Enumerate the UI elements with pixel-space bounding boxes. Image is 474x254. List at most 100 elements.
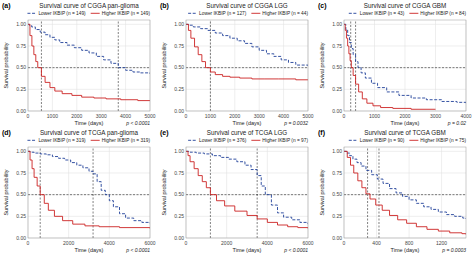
y-tick-label: 0.75: [174, 43, 184, 49]
grid-line: [234, 20, 235, 111]
grid-line: [28, 24, 150, 25]
panel: 0100020003000400050000.000.250.500.751.0…: [2, 2, 156, 126]
title: Survival curve of TCGA GBM: [364, 129, 445, 136]
legend-entry: Lower IKBIP (n = 319): [38, 138, 86, 143]
x-tick-label: 2000: [399, 113, 410, 119]
reference-line: [186, 67, 308, 68]
survival-curve: [344, 24, 436, 109]
legend-swatch: [91, 13, 100, 14]
grid-line: [28, 173, 150, 174]
y-tick-label: 0.25: [332, 213, 342, 219]
y-axis-label: Survival probability: [319, 42, 325, 88]
plot-background: [344, 20, 466, 111]
x-axis-label: Time (days): [391, 120, 420, 126]
reference-line: [344, 67, 466, 68]
reference-line: [28, 67, 150, 68]
legend-entry: Lower IKBIP (n = 90): [360, 138, 405, 143]
plot-frame: [186, 20, 308, 111]
p-value: p < 0.0001: [125, 247, 150, 253]
plot-frame: [28, 147, 150, 238]
title: Survival curve of TCGA LGG: [207, 129, 287, 136]
legend-entry: Higher IKBIP (n = 84): [420, 11, 466, 16]
panel: 02000400060000.000.250.500.751.00(d)Surv…: [2, 129, 156, 253]
plot-frame: [344, 147, 466, 238]
x-tick-label: 0: [343, 113, 346, 119]
legend-entry: Higher IKBIP (n = 319): [102, 138, 151, 143]
y-tick-label: 0.75: [332, 170, 342, 176]
survival-curve: [344, 24, 466, 103]
plot-background: [28, 20, 150, 111]
grid-line: [186, 173, 308, 174]
grid-line: [210, 20, 211, 111]
x-tick-label: 3000: [430, 113, 441, 119]
x-tick-label: 6000: [144, 240, 155, 246]
p-value: p = 0.0003: [441, 247, 466, 253]
y-axis-label: Survival probability: [161, 169, 167, 215]
x-tick-label: 0: [27, 113, 30, 119]
median-line: [257, 147, 258, 238]
x-tick-label: 800: [405, 240, 414, 246]
y-axis-label: Survival probability: [3, 42, 9, 88]
legend: Lower IKBIP (n = 376)Higher IKBIP (n = 9…: [188, 138, 308, 143]
y-tick-label: 0.00: [16, 108, 26, 114]
panel-label: (f): [318, 129, 325, 137]
legend-entry: Higher IKBIP (n = 97): [262, 138, 308, 143]
grid-line: [186, 194, 308, 195]
grid-line: [344, 89, 466, 90]
y-tick-label: 1.00: [174, 148, 184, 154]
x-tick-label: 4000: [104, 240, 115, 246]
figure: 0 1000 2000 3000 4000 5000 0.00 0.25 0.50 0.75 1.0…: [0, 0, 474, 254]
grid-line: [344, 151, 466, 152]
x-tick-label: 3000: [254, 113, 265, 119]
grid-line: [435, 20, 436, 111]
y-tick-label: 0.25: [16, 213, 26, 219]
legend-swatch: [409, 140, 418, 141]
legend-swatch: [91, 140, 100, 141]
grid-line: [28, 151, 150, 152]
panel-label: (a): [2, 2, 11, 10]
survival-curve: [28, 151, 150, 223]
x-tick-label: 5000: [302, 113, 313, 119]
median-line: [93, 147, 94, 238]
y-tick-label: 1.00: [16, 21, 26, 27]
legend: Lower IKBIP (n = 319) Higher IKBIP (n = 3…: [27, 138, 150, 143]
plot-background: [344, 147, 466, 238]
grid-line: [441, 147, 442, 238]
y-tick-label: 0.50: [174, 64, 184, 70]
grid-line: [125, 20, 126, 111]
grid-line: [186, 46, 308, 47]
y-tick-label: 0.00: [332, 235, 342, 241]
plot-area: [28, 20, 150, 111]
y-tick-label: 0.50: [332, 191, 342, 197]
legend-entry: Higher IKBIP (n = 75): [420, 138, 466, 143]
panel: 0100020003000400050000.000.250.500.751.0…: [160, 2, 314, 126]
y-tick-label: 0.75: [174, 170, 184, 176]
x-tick-label: 2000: [229, 113, 240, 119]
title: Survival curve of CGGA pan-glioma: [39, 2, 139, 10]
y-tick-label: 0.25: [174, 213, 184, 219]
plot-background: [28, 147, 150, 238]
survival-curve: [28, 24, 150, 100]
y-tick-label: 0.75: [16, 170, 26, 176]
x-tick-label: 3000: [96, 113, 107, 119]
grid-line: [186, 151, 308, 152]
grid-line: [28, 89, 150, 90]
survival-curve: [186, 151, 308, 228]
plot-frame: [186, 147, 308, 238]
grid-line: [52, 20, 53, 111]
x-tick-label: 2000: [221, 240, 232, 246]
title: Survival curve of TCGA pan-glioma: [40, 129, 139, 137]
grid-line: [76, 20, 77, 111]
y-tick-label: 0.50: [174, 191, 184, 197]
legend-entry: Higher IKBIP (n = 149): [102, 11, 151, 16]
panel-label: (b): [160, 2, 169, 10]
y-tick-label: 0.25: [332, 86, 342, 92]
survival-curve: [186, 24, 308, 79]
y-tick-label: 1.00: [174, 21, 184, 27]
median-line: [367, 147, 368, 238]
legend-entry: Lower IKBIP (n = 43): [360, 11, 405, 16]
x-tick-label: 6000: [302, 240, 313, 246]
x-tick-label: 1000: [47, 113, 58, 119]
grid-line: [28, 216, 150, 217]
x-tick-label: 2000: [63, 240, 74, 246]
